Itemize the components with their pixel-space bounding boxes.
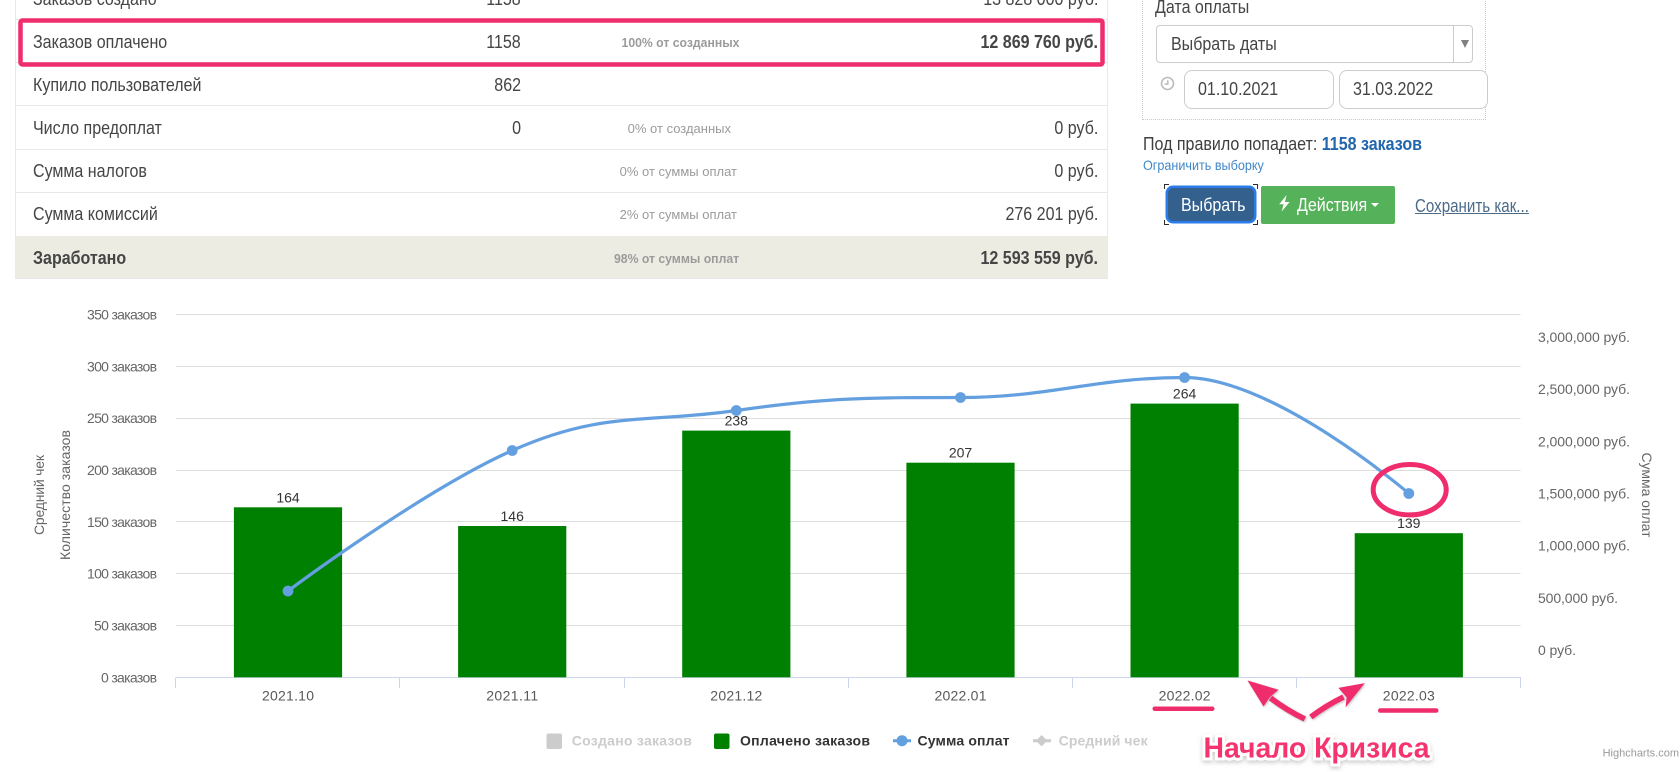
svg-text:250 заказов: 250 заказов [87,410,157,426]
svg-text:Оплачено заказов: Оплачено заказов [740,733,870,749]
svg-text:2022.01: 2022.01 [935,687,987,703]
svg-text:150 заказов: 150 заказов [87,514,157,530]
svg-text:264: 264 [1173,386,1197,402]
svg-text:100 заказов: 100 заказов [87,566,157,582]
svg-text:2,500,000 руб.: 2,500,000 руб. [1538,381,1630,397]
svg-text:146: 146 [501,508,525,524]
svg-text:0 заказов: 0 заказов [101,669,157,685]
svg-text:Начало Кризиса: Начало Кризиса [1204,733,1431,765]
svg-text:350 заказов: 350 заказов [87,307,157,323]
svg-text:200 заказов: 200 заказов [87,462,157,478]
svg-text:2022.02: 2022.02 [1159,687,1211,703]
svg-text:50 заказов: 50 заказов [94,618,157,634]
svg-text:Количество заказов: Количество заказов [57,430,73,560]
svg-text:1,500,000 руб.: 1,500,000 руб. [1538,486,1630,502]
svg-text:Средний чек: Средний чек [1059,733,1149,749]
svg-text:2021.10: 2021.10 [262,687,314,703]
svg-text:500,000 руб.: 500,000 руб. [1538,590,1618,606]
svg-text:3,000,000 руб.: 3,000,000 руб. [1538,329,1630,345]
svg-text:Сумма оплат: Сумма оплат [1639,453,1655,539]
svg-text:2,000,000 руб.: 2,000,000 руб. [1538,433,1630,449]
svg-text:1,000,000 руб.: 1,000,000 руб. [1538,538,1630,554]
svg-text:207: 207 [949,445,973,461]
svg-text:Highcharts.com: Highcharts.com [1603,748,1679,760]
svg-text:2022.03: 2022.03 [1383,687,1435,703]
svg-text:0 руб.: 0 руб. [1538,642,1576,658]
svg-text:300 заказов: 300 заказов [87,358,157,374]
svg-text:238: 238 [725,413,749,429]
svg-text:Создано заказов: Создано заказов [572,733,692,749]
svg-text:Средний чек: Средний чек [31,454,47,535]
svg-text:2021.11: 2021.11 [486,687,538,703]
svg-text:164: 164 [276,489,300,505]
svg-text:2021.12: 2021.12 [710,687,762,703]
svg-text:Сумма оплат: Сумма оплат [918,733,1010,749]
svg-text:139: 139 [1397,515,1421,531]
